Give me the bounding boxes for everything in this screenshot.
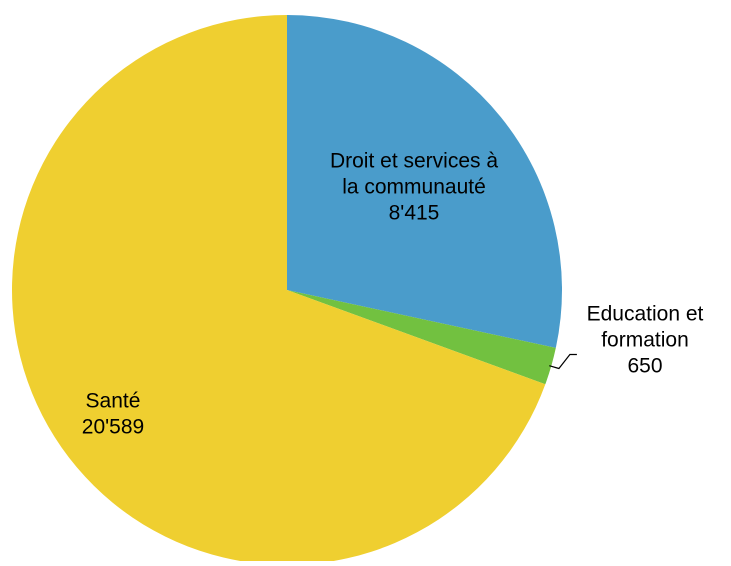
- data-value-sante: 20'589: [82, 416, 144, 439]
- data-value-education-formation: 650: [627, 355, 662, 378]
- data-label-droit-services-line-1: Droit et services à: [330, 150, 498, 173]
- data-label-droit-services-line-2: la communauté: [342, 176, 486, 199]
- data-label-education-formation-line-1: Education et: [587, 303, 704, 326]
- pie-slice-droit-services: [287, 15, 562, 348]
- pie-slice-education-formation: [287, 290, 556, 385]
- data-label-sante-line-1: Santé: [86, 390, 141, 413]
- data-value-droit-services: 8'415: [389, 202, 440, 225]
- data-label-education-formation-line-2: formation: [601, 329, 689, 352]
- leader-line-education-formation: [549, 353, 577, 370]
- pie-slice-sante: [11, 15, 546, 565]
